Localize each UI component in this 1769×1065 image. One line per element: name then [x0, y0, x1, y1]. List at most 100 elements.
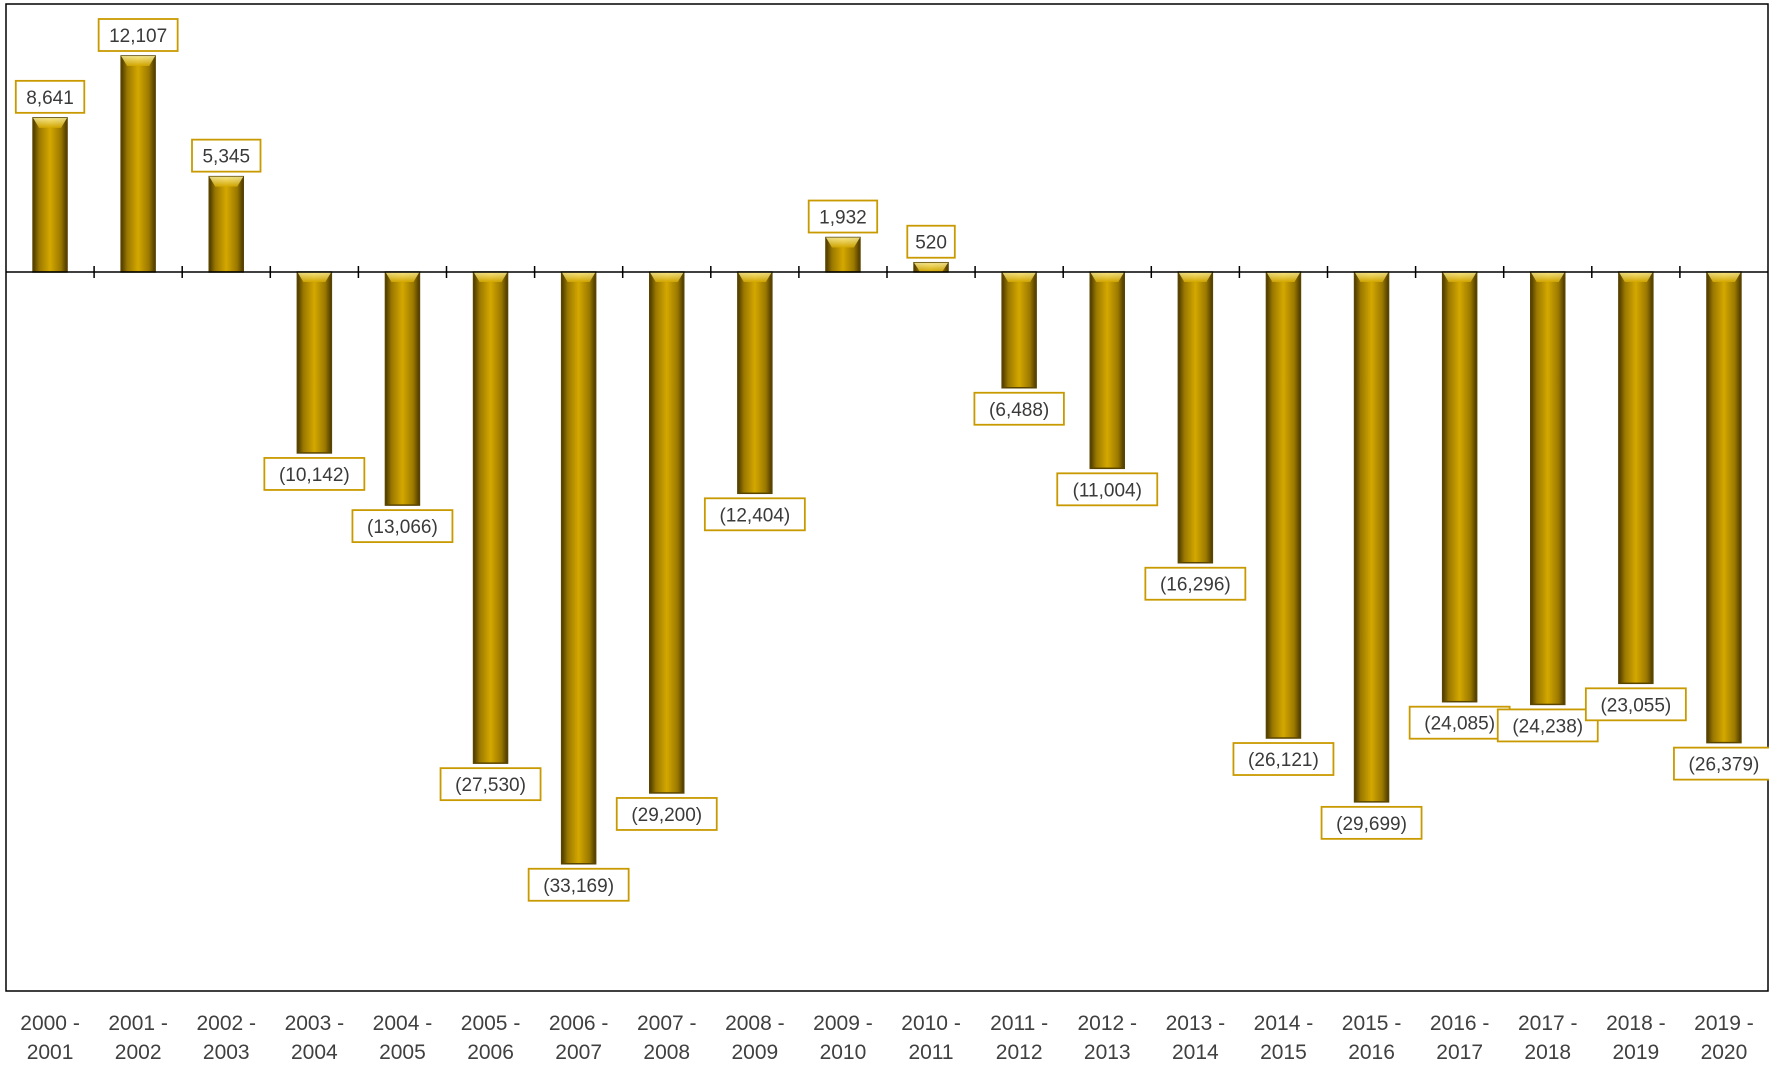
- data-label-box-19: [1673, 746, 1769, 781]
- data-label-box-17: [1496, 708, 1599, 743]
- x-tick-label-2: 2002 -2003: [196, 1012, 256, 1064]
- bar-15: [1353, 271, 1390, 803]
- x-tick-label-11: 2011 -2012: [990, 1012, 1048, 1064]
- x-tick-label-1: 2001 -2002: [108, 1012, 168, 1064]
- data-label-6: (33,169): [543, 876, 614, 897]
- bar-13: [1177, 271, 1214, 564]
- data-label-5: (27,530): [455, 775, 526, 796]
- data-label-4: (13,066): [367, 517, 438, 538]
- x-tick-label-18: 2018 -2019: [1606, 1012, 1666, 1064]
- data-label-0: 8,641: [26, 88, 74, 109]
- x-tick-label-13: 2013 -2014: [1166, 1012, 1226, 1064]
- bar-16: [1441, 271, 1478, 703]
- bar-highlight-2: [209, 176, 244, 187]
- data-label-18: (23,055): [1600, 695, 1671, 716]
- bar-4: [384, 271, 421, 506]
- data-label-box-3: [263, 457, 366, 491]
- bar-highlight-14: [1266, 272, 1301, 282]
- x-tick-label-14: 2014 -2015: [1254, 1012, 1314, 1064]
- bar-highlight-7: [649, 272, 684, 282]
- data-label-8: (12,404): [719, 505, 790, 526]
- plot-area-frame: [5, 3, 1769, 992]
- bar-highlight-10: [914, 262, 949, 272]
- data-label-10: 520: [915, 233, 947, 254]
- bar-highlight-17: [1530, 272, 1565, 282]
- data-label-box-10: [906, 224, 956, 259]
- data-label-13: (16,296): [1160, 575, 1231, 596]
- bar-8: [737, 271, 773, 495]
- x-tick-label-3: 2003 -2004: [285, 1012, 345, 1064]
- data-label-box-9: [807, 199, 879, 234]
- x-tick-label-4: 2004 -2005: [373, 1012, 433, 1064]
- bar-highlight-8: [737, 272, 772, 282]
- data-label-2: 5,345: [202, 147, 250, 168]
- data-label-12: (11,004): [1073, 480, 1142, 501]
- data-label-19: (26,379): [1689, 755, 1760, 776]
- data-label-14: (26,121): [1248, 750, 1319, 771]
- bar-highlight-9: [825, 237, 860, 248]
- x-tick-label-16: 2016 -2017: [1430, 1012, 1490, 1064]
- bar-highlight-3: [297, 272, 332, 282]
- data-label-11: (6,488): [989, 400, 1049, 421]
- x-tick-label-17: 2017 -2018: [1518, 1012, 1578, 1064]
- data-label-box-14: [1232, 742, 1335, 776]
- data-label-box-7: [615, 797, 718, 831]
- bar-highlight-1: [121, 56, 156, 66]
- bar-highlight-11: [1002, 272, 1037, 282]
- x-tick-label-8: 2008 -2009: [725, 1012, 785, 1064]
- x-tick-label-10: 2010 -2011: [901, 1012, 961, 1064]
- bar-highlight-19: [1706, 272, 1741, 282]
- bar-highlight-0: [33, 117, 68, 128]
- x-tick-label-12: 2012 -2013: [1077, 1012, 1137, 1064]
- bar-14: [1265, 271, 1302, 739]
- bar-highlight-5: [473, 272, 508, 282]
- bar-highlight-16: [1442, 272, 1477, 282]
- data-label-box-11: [973, 391, 1065, 426]
- x-tick-label-15: 2015 -2016: [1342, 1012, 1402, 1064]
- bar-5: [472, 271, 509, 764]
- bar-0: [32, 117, 68, 273]
- data-label-box-5: [439, 767, 542, 802]
- bar-highlight-12: [1090, 272, 1125, 282]
- data-label-box-0: [14, 79, 86, 114]
- data-label-box-16: [1408, 705, 1511, 740]
- x-tick-label-6: 2006 -2007: [549, 1012, 609, 1064]
- data-label-box-18: [1584, 687, 1687, 722]
- data-label-17: (24,238): [1512, 716, 1583, 737]
- x-tick-label-9: 2009 -2010: [813, 1012, 873, 1064]
- data-label-box-13: [1144, 566, 1247, 601]
- bar-highlight-18: [1618, 272, 1653, 282]
- data-label-box-4: [351, 509, 454, 544]
- bar-11: [1001, 271, 1037, 389]
- bar-18: [1618, 271, 1654, 685]
- data-label-box-1: [97, 18, 179, 52]
- bar-highlight-13: [1178, 272, 1213, 282]
- x-tick-label-19: 2019 -2020: [1694, 1012, 1754, 1064]
- data-label-box-15: [1320, 805, 1423, 840]
- data-label-15: (29,699): [1336, 814, 1407, 835]
- bar-19: [1706, 271, 1742, 744]
- data-label-box-6: [527, 867, 630, 902]
- data-label-box-8: [703, 497, 806, 532]
- data-label-1: 12,107: [109, 26, 167, 47]
- bar-highlight-4: [385, 272, 420, 282]
- x-tick-label-0: 2000 -2001: [20, 1012, 80, 1064]
- bar-1: [120, 55, 156, 273]
- data-label-7: (29,200): [631, 805, 702, 826]
- x-tick-label-7: 2007 -2008: [637, 1012, 697, 1064]
- bar-12: [1089, 271, 1125, 470]
- bar-2: [208, 175, 244, 273]
- bar-highlight-15: [1354, 272, 1389, 282]
- data-label-16: (24,085): [1424, 714, 1495, 735]
- bar-7: [649, 271, 685, 794]
- data-label-9: 1,932: [819, 208, 867, 229]
- data-label-box-2: [191, 138, 262, 173]
- data-label-3: (10,142): [279, 465, 350, 486]
- bar-6: [560, 271, 597, 865]
- data-label-box-12: [1056, 472, 1159, 507]
- x-tick-label-5: 2005 -2006: [461, 1012, 521, 1064]
- bar-17: [1530, 271, 1566, 706]
- bar-highlight-6: [561, 272, 596, 282]
